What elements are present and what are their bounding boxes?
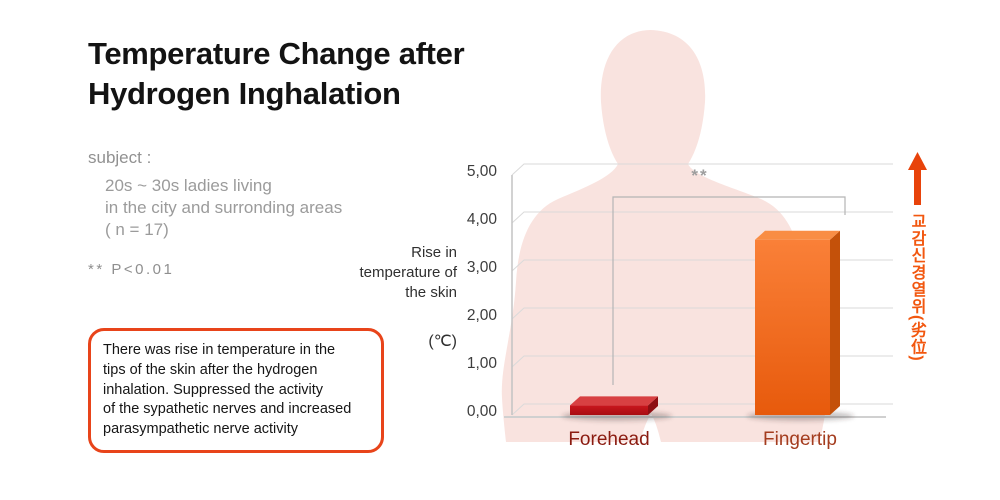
callout-line: tips of the skin after the hydrogen <box>103 361 318 378</box>
callout-line: parasympathetic nerve activity <box>103 421 299 438</box>
y-tick-label: 4,00 <box>466 211 497 228</box>
y-tick-label: 1,00 <box>466 355 497 372</box>
side-annotation-text: 교감신경열위(劣位) <box>908 213 925 362</box>
y-tick-label: 0,00 <box>466 403 497 420</box>
subject-line: 20s ~ 30s ladies living <box>105 176 272 195</box>
y-axis-title: Rise in temperature of the skin <box>359 244 457 301</box>
subject-block: subject : 20s ~ 30s ladies living in the… <box>88 147 342 241</box>
y-axis-unit: (℃) <box>428 333 457 350</box>
female-silhouette-background <box>501 30 827 442</box>
bar-side-face <box>830 230 840 415</box>
up-arrow-icon <box>908 152 927 205</box>
subject-line: in the city and surronding areas <box>105 198 343 217</box>
page-title-line2: Hydrogen Inghalation <box>88 76 401 111</box>
bar-front-face <box>755 239 830 415</box>
bar-side-face <box>648 396 658 415</box>
subject-label: subject : <box>88 148 152 167</box>
subject-line: ( n = 17) <box>105 220 169 239</box>
category-label-fingertip: Fingertip <box>763 429 837 450</box>
significance-marker: ** <box>691 166 709 185</box>
p-value-note: ** P<0.01 <box>88 261 175 278</box>
callout-box: There was rise in temperature in the tip… <box>88 328 384 453</box>
significance-bracket <box>612 196 846 385</box>
callout-line: of the sypathetic nerves and increased <box>103 401 352 418</box>
bar-top-face <box>570 396 658 406</box>
y-tick-label: 3,00 <box>466 259 497 276</box>
chart-gridlines <box>511 163 893 416</box>
bar-top-face <box>755 230 840 240</box>
page-title: Temperature Change after Hydrogen Inghal… <box>88 34 465 114</box>
y-tick-label: 5,00 <box>466 163 497 180</box>
y-tick-label: 2,00 <box>466 307 497 324</box>
bar-series <box>562 230 854 421</box>
callout-line: inhalation. Suppressed the activity <box>103 381 324 398</box>
page-title-line1: Temperature Change after <box>88 36 465 71</box>
callout-line: There was rise in temperature in the <box>103 342 336 358</box>
category-label-forehead: Forehead <box>568 429 650 450</box>
bar-front-face <box>570 405 648 415</box>
subject-description: 20s ~ 30s ladies living in the city and … <box>105 175 342 241</box>
